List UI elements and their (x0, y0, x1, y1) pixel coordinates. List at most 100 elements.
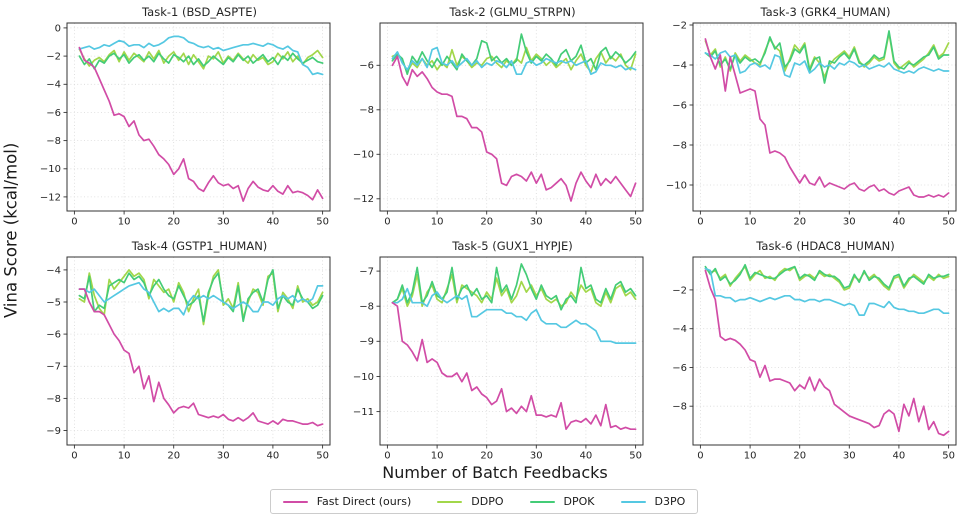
svg-text:50: 50 (316, 451, 329, 462)
legend-line-swatch (437, 500, 463, 503)
svg-text:30: 30 (842, 217, 855, 228)
svg-text:20: 20 (480, 451, 493, 462)
svg-text:−4: −4 (672, 324, 687, 335)
svg-text:30: 30 (529, 217, 542, 228)
svg-text:−8: −8 (46, 136, 61, 147)
svg-text:−10: −10 (352, 150, 373, 161)
svg-text:−10: −10 (665, 180, 686, 191)
svg-text:−4: −4 (46, 265, 61, 276)
subplot-task-4: Task-4 (GSTP1_HUMAN) 0 10 20 30 40 50 −4 −5 −6 −7… (22, 238, 335, 462)
svg-text:10: 10 (117, 217, 130, 228)
legend-label: Fast Direct (ours) (316, 495, 412, 508)
svg-text:−2: −2 (46, 52, 61, 63)
svg-text:50: 50 (942, 451, 955, 462)
svg-text:−8: −8 (359, 105, 374, 116)
plot-canvas: 0 10 20 30 40 50 −4 −5 −6 −7 −8 −9 (46, 256, 330, 462)
svg-text:10: 10 (117, 451, 130, 462)
svg-text:−7: −7 (46, 362, 61, 373)
legend-box: Fast Direct (ours) DDPO DPOK D3PO (269, 489, 699, 514)
svg-text:10: 10 (743, 451, 756, 462)
subplot-task-1: Task-1 (BSD_ASPTE) 0 10 20 30 40 50 0 −2 −4 −6 −8 −… (22, 4, 335, 228)
svg-text:0: 0 (697, 451, 703, 462)
plot-title: Task-6 (HDAC8_HUMAN) (756, 239, 895, 253)
svg-text:−9: −9 (46, 426, 61, 437)
plot-title: Task-3 (GRK4_HUMAN) (760, 5, 891, 19)
svg-text:30: 30 (216, 217, 229, 228)
legend-item-d3po: D3PO (620, 495, 686, 508)
svg-text:10: 10 (430, 217, 443, 228)
plot-canvas: 0 10 20 30 40 50 −2 −4 −6 −8 (672, 256, 956, 462)
svg-text:40: 40 (579, 451, 592, 462)
svg-text:−6: −6 (359, 61, 374, 72)
svg-text:0: 0 (71, 451, 77, 462)
svg-text:−8: −8 (672, 402, 687, 413)
svg-text:−5: −5 (46, 297, 61, 308)
svg-text:20: 20 (167, 451, 180, 462)
x-axis-label: Number of Batch Feedbacks (382, 463, 608, 482)
svg-text:50: 50 (629, 451, 642, 462)
legend-item-fast-direct: Fast Direct (ours) (282, 495, 412, 508)
svg-text:−4: −4 (672, 60, 687, 71)
subplot-task-3: Task-3 (GRK4_HUMAN) 0 10 20 30 40 50 −2 −4 −6 −8 −… (648, 4, 961, 228)
svg-text:0: 0 (384, 217, 390, 228)
svg-text:−6: −6 (46, 108, 61, 119)
svg-text:20: 20 (793, 217, 806, 228)
svg-text:−11: −11 (352, 407, 373, 418)
plot-title: Task-4 (GSTP1_HUMAN) (131, 239, 268, 253)
svg-text:40: 40 (579, 217, 592, 228)
svg-text:20: 20 (167, 217, 180, 228)
y-axis-label: Vina Score (kcal/mol) (1, 142, 21, 318)
legend: Fast Direct (ours) DDPO DPOK D3PO (0, 489, 968, 514)
subplot-task-5: Task-5 (GUX1_HYPJE) 0 10 20 30 40 50 −7 −8 −9 −10… (335, 238, 648, 462)
svg-text:40: 40 (892, 217, 905, 228)
legend-line-swatch (620, 500, 646, 503)
svg-text:10: 10 (743, 217, 756, 228)
svg-text:50: 50 (942, 217, 955, 228)
svg-text:−8: −8 (672, 140, 687, 151)
plot-canvas: 0 10 20 30 40 50 −2 −4 −6 −8 −10 (665, 20, 956, 228)
plot-canvas: 0 10 20 30 40 50 0 −2 −4 −6 −8 −10 −12 (39, 22, 330, 228)
svg-text:50: 50 (316, 217, 329, 228)
plot-canvas: 0 10 20 30 40 50 −7 −8 −9 −10 −11 (352, 256, 643, 462)
plot-canvas: 0 10 20 30 40 50 −6 −8 −10 −12 (352, 22, 643, 228)
legend-item-ddpo: DDPO (437, 495, 504, 508)
plots-grid: Task-1 (BSD_ASPTE) 0 10 20 30 40 50 0 −2 −4 −6 −8 −… (22, 4, 968, 462)
legend-line-swatch (529, 500, 555, 503)
svg-text:0: 0 (54, 23, 60, 34)
plot-title: Task-2 (GLMU_STRPN) (449, 5, 576, 19)
svg-text:−2: −2 (672, 285, 687, 296)
svg-text:−8: −8 (46, 394, 61, 405)
svg-text:40: 40 (266, 217, 279, 228)
svg-text:−7: −7 (359, 267, 374, 278)
svg-text:−10: −10 (352, 372, 373, 383)
legend-label: D3PO (654, 495, 686, 508)
svg-text:−10: −10 (39, 164, 60, 175)
svg-text:−6: −6 (46, 330, 61, 341)
svg-text:−12: −12 (352, 194, 373, 205)
svg-text:−6: −6 (672, 100, 687, 111)
svg-text:20: 20 (793, 451, 806, 462)
svg-text:−4: −4 (46, 80, 61, 91)
plot-title: Task-1 (BSD_ASPTE) (142, 5, 257, 19)
svg-text:40: 40 (266, 451, 279, 462)
svg-text:−12: −12 (39, 192, 60, 203)
svg-text:0: 0 (384, 451, 390, 462)
svg-text:−8: −8 (359, 302, 374, 313)
svg-text:−2: −2 (672, 20, 687, 31)
svg-text:0: 0 (71, 217, 77, 228)
svg-text:−9: −9 (359, 337, 374, 348)
svg-text:50: 50 (629, 217, 642, 228)
svg-text:0: 0 (697, 217, 703, 228)
svg-text:10: 10 (430, 451, 443, 462)
svg-text:−6: −6 (672, 363, 687, 374)
legend-line-swatch (282, 500, 308, 503)
svg-text:30: 30 (216, 451, 229, 462)
svg-text:30: 30 (529, 451, 542, 462)
subplot-task-6: Task-6 (HDAC8_HUMAN) 0 10 20 30 40 50 −2 −4 −6 −8 (648, 238, 961, 462)
svg-text:30: 30 (842, 451, 855, 462)
plot-title: Task-5 (GUX1_HYPJE) (452, 239, 573, 253)
legend-item-dpok: DPOK (529, 495, 595, 508)
svg-text:20: 20 (480, 217, 493, 228)
svg-text:40: 40 (892, 451, 905, 462)
